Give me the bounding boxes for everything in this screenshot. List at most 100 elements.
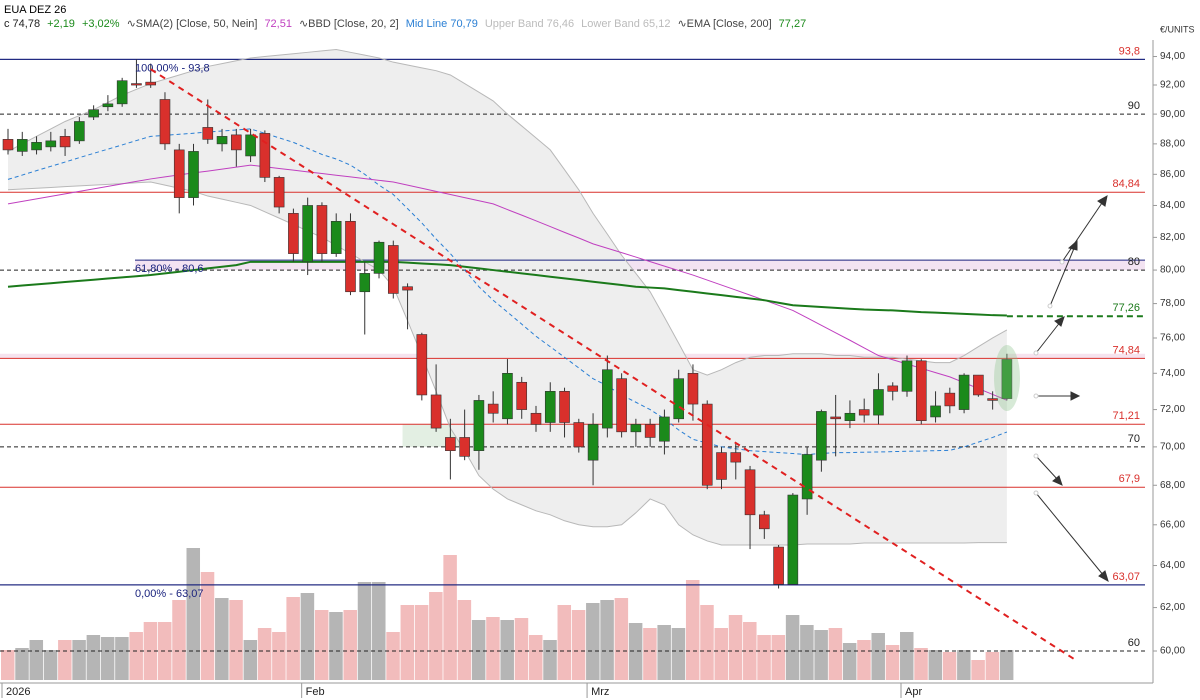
volume-bar [957,650,971,680]
y-tick-label: 72,00 [1160,404,1185,415]
candle-body [958,374,970,410]
candle-body [716,452,727,480]
volume-bar [15,648,29,680]
volume-bar [1,650,15,680]
candle-body [944,392,956,407]
y-tick-label: 74,00 [1160,368,1185,379]
level-label: 60 [1128,637,1140,649]
legend-item: c 74,78 [4,18,41,30]
candle-body [973,374,984,396]
volume-bar [514,618,529,680]
volume-bar [457,600,472,680]
volume-bar [628,623,643,680]
candle-body [487,403,499,414]
candle-body [245,134,256,157]
candle-body [202,127,214,140]
volume-bar [329,612,343,680]
header: EUA DEZ 26 c 74,78 +2,19 +3,02% ∿SMA(2) [Cl… [4,3,813,31]
indicator-line [7,128,1008,455]
candle-body [516,381,528,410]
candle-body [273,177,285,208]
y-tick-label: 60,00 [1160,646,1185,657]
legend-item: 72,51 [264,18,292,30]
volume-bar [471,620,486,680]
candle-body [116,80,128,105]
candle-body [644,424,656,438]
candle-body [302,205,313,263]
volume-bar [343,610,357,680]
volume-bar [971,660,985,680]
level-label: 70 [1128,433,1140,445]
candle-body [430,394,442,429]
trendline [150,68,1076,661]
candle-body [131,83,142,86]
candle-body [402,286,413,291]
volume-bar [800,625,814,680]
arrow-dots [1033,259,1065,496]
volume-bar [200,572,215,680]
level-label: 63,07 [1112,571,1140,583]
candle-body [987,398,998,401]
candle-body [473,400,485,451]
y-tick-label: 84,00 [1160,200,1185,211]
volume-bar [643,628,657,680]
volume-bar [671,628,686,680]
level-label: 90 [1128,100,1140,112]
candle-body [630,424,642,433]
legend-item: +3,02% [81,18,120,30]
candle-body [701,403,713,486]
candle-body [288,213,299,254]
level-label: 93,8 [1119,45,1140,57]
y-tick-label: 88,00 [1160,139,1185,150]
x-tick-label: Mrz [591,686,609,698]
x-tick-label: Feb [306,686,325,698]
volume-bar [586,603,600,680]
volume-bar [443,555,457,680]
level-label: 74,84 [1112,344,1140,356]
candle-body [231,134,242,151]
candle-body [616,378,627,433]
volume-bar [942,652,957,680]
y-tick-label: 80,00 [1160,265,1185,276]
y-tick-label: 70,00 [1160,442,1185,453]
candle-body [573,422,585,448]
fib-label: 61,80% - 80,6 [135,263,204,275]
candle-body [459,437,470,457]
candle-body [173,149,185,198]
level-label: 67,9 [1119,473,1140,485]
candle-body [602,369,613,429]
y-tick-label: 90,00 [1160,109,1185,120]
volume-bar [357,582,372,680]
candle-body [530,412,542,425]
indicator-line [7,260,1007,317]
candle-body [915,360,927,421]
candle-body [816,411,827,461]
candle-body [544,391,556,423]
candle-body [373,241,385,274]
candle-body [316,205,328,254]
volume-bar [771,635,786,680]
candle-body [587,424,599,461]
volume-bar [86,635,101,680]
candle-body [16,139,28,152]
volume-bar [400,605,415,680]
x-tick-label: Apr [905,686,922,698]
candle-body [901,360,913,392]
highlight [994,345,1020,411]
unit-label: €/UNITS [1160,24,1195,34]
level-label: 84,84 [1112,178,1140,190]
candle-body [416,334,428,396]
volume-bar [914,648,928,680]
volume-bar [842,643,857,680]
candle-body [59,136,71,148]
candle-body [359,273,371,293]
volume-bar [386,632,400,680]
volume-bar [129,632,143,680]
candle-body [687,372,699,405]
volume-bar [372,582,386,680]
volume-bar [243,640,258,680]
candle-body [159,99,171,145]
volume-bar [257,628,272,680]
y-tick-label: 82,00 [1160,232,1185,243]
volume-bar [43,650,58,680]
